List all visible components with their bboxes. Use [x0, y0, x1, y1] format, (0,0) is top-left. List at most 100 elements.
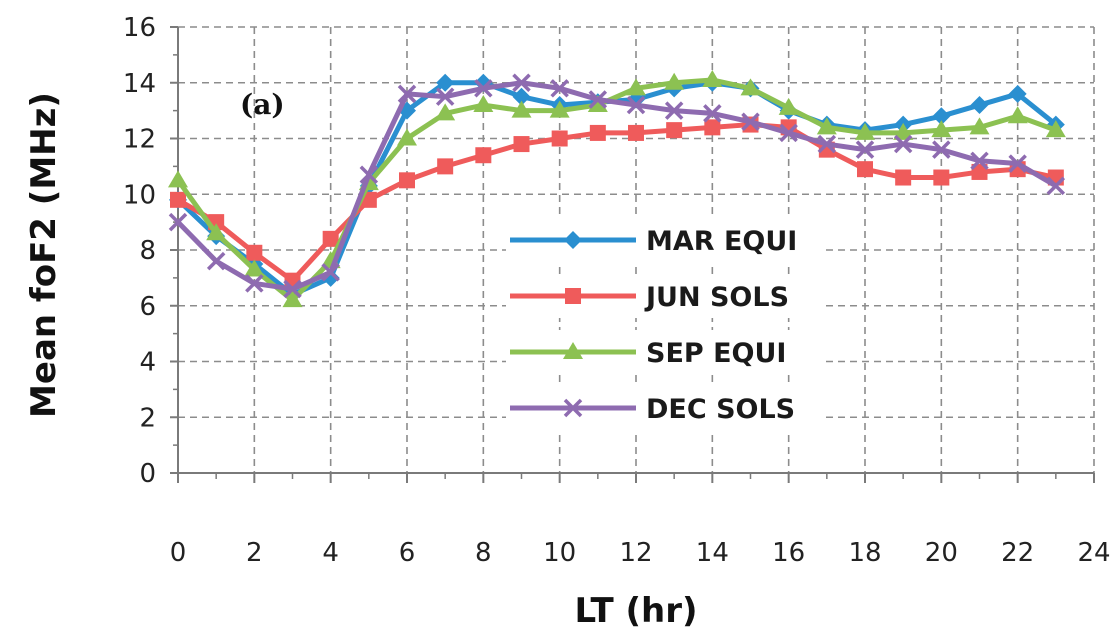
data-point — [170, 191, 186, 208]
y-tick-label: 14 — [123, 69, 156, 99]
data-point — [282, 290, 303, 308]
x-tick-label: 10 — [543, 538, 576, 568]
data-point — [513, 136, 530, 153]
panel-label: (a) — [240, 88, 285, 121]
y-tick-label: 6 — [139, 292, 156, 322]
legend-label: SEP EQUI — [646, 338, 786, 369]
data-point — [933, 169, 950, 186]
data-point — [168, 212, 188, 232]
data-point — [857, 161, 873, 178]
legend-entry: MAR EQUI — [506, 218, 826, 262]
x-marker-stroke — [397, 84, 417, 104]
data-point — [359, 165, 379, 184]
data-point — [971, 163, 988, 180]
data-point — [321, 263, 340, 282]
data-point — [664, 72, 685, 90]
data-point — [702, 69, 723, 87]
series-line — [176, 80, 1058, 292]
x-tick-label: 18 — [848, 538, 881, 568]
x-marker-stroke — [1046, 176, 1066, 196]
x-tick-label: 0 — [170, 538, 187, 568]
y-tick-label: 16 — [123, 13, 156, 43]
data-point — [397, 84, 417, 104]
data-point — [1008, 154, 1027, 173]
data-point — [565, 288, 581, 304]
data-point — [435, 103, 456, 121]
y-tick-label: 8 — [139, 236, 156, 266]
x-marker-stroke — [206, 251, 226, 271]
x-marker-stroke — [893, 134, 913, 154]
x-marker-stroke — [168, 212, 188, 232]
data-point — [322, 230, 339, 247]
x-marker-stroke — [435, 87, 455, 106]
data-point — [563, 342, 583, 359]
data-point — [549, 100, 570, 118]
x-marker-stroke — [741, 112, 760, 132]
x-marker-stroke — [1008, 154, 1027, 173]
x-marker-stroke — [563, 398, 583, 418]
data-point — [588, 90, 608, 109]
data-point — [817, 134, 837, 154]
x-axis-title: LT (hr) — [574, 591, 697, 631]
x-tick-label: 24 — [1077, 538, 1110, 568]
data-point — [564, 231, 582, 249]
data-point — [436, 73, 455, 92]
data-point — [664, 101, 684, 120]
data-point — [893, 134, 913, 154]
x-tick-label: 14 — [696, 538, 729, 568]
data-point — [244, 259, 265, 277]
data-point — [704, 119, 721, 136]
data-point — [512, 73, 531, 92]
data-point — [283, 279, 302, 299]
data-point — [1008, 84, 1027, 103]
data-point — [206, 223, 227, 241]
series-line — [175, 77, 1057, 303]
x-tick-label: 4 — [322, 538, 339, 568]
data-point — [397, 128, 417, 146]
x-marker-stroke — [321, 263, 340, 282]
data-point — [969, 117, 990, 135]
x-marker-stroke — [283, 279, 302, 299]
x-marker-stroke — [664, 101, 684, 120]
x-tick-label: 2 — [246, 538, 263, 568]
x-tick-label: 6 — [399, 538, 416, 568]
data-point — [816, 117, 837, 135]
series-layer — [168, 69, 1066, 308]
x-marker-stroke — [474, 79, 493, 98]
data-point — [437, 158, 454, 175]
legend-entry: JUN SOLS — [506, 274, 826, 318]
data-point — [1046, 176, 1066, 196]
data-point — [855, 122, 875, 140]
data-point — [587, 95, 608, 113]
data-point — [551, 130, 568, 147]
data-point — [932, 107, 951, 126]
data-point — [895, 169, 912, 186]
data-point — [475, 147, 492, 164]
x-tick-label: 22 — [1001, 538, 1034, 568]
data-point — [703, 104, 722, 123]
x-marker-stroke — [359, 165, 379, 184]
data-point — [512, 87, 531, 106]
series-dec-sols — [168, 73, 1066, 299]
data-point — [511, 100, 532, 118]
y-tick-label: 2 — [139, 403, 156, 433]
y-tick-label: 0 — [139, 459, 156, 489]
data-point — [970, 151, 989, 171]
data-point — [932, 140, 951, 159]
legend-entry: SEP EQUI — [506, 330, 826, 374]
data-point — [1007, 106, 1028, 124]
data-point — [206, 251, 226, 271]
data-point — [666, 122, 683, 139]
legend-label: DEC SOLS — [646, 394, 795, 425]
data-point — [778, 97, 799, 115]
data-point — [399, 172, 415, 189]
x-tick-label: 12 — [619, 538, 652, 568]
x-marker-stroke — [932, 140, 951, 159]
legend-label: JUN SOLS — [644, 282, 789, 313]
x-tick-label: 8 — [475, 538, 492, 568]
legend: MAR EQUI JUN SOLS SEP EQUI DEC SOLS — [506, 218, 826, 430]
data-point — [589, 124, 606, 141]
data-point — [626, 78, 646, 96]
